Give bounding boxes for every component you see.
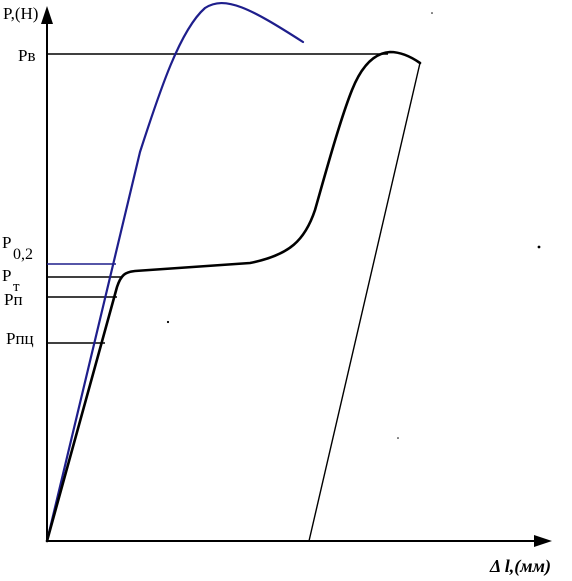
y-axis-label: P,(H) <box>3 4 38 23</box>
pt-label: P т <box>2 266 20 295</box>
svg-text:P: P <box>2 233 11 252</box>
speck <box>537 245 541 249</box>
blue-tension-curve <box>45 1 305 543</box>
svg-text:P: P <box>2 266 11 285</box>
pv-label: Рв <box>18 46 35 65</box>
x-axis-arrow <box>534 535 552 547</box>
x-axis-label: Δ l,(мм) <box>489 556 551 577</box>
speck <box>166 320 170 324</box>
speck <box>431 12 433 14</box>
unloading-line <box>308 62 421 542</box>
speck <box>397 437 399 439</box>
y-axis-arrow <box>41 6 53 24</box>
pp-label: Рп <box>4 290 23 309</box>
p02-label: P 0,2 <box>2 233 33 263</box>
black-tension-curve <box>45 50 422 543</box>
ppc-label: Рпц <box>6 329 34 348</box>
svg-text:т: т <box>13 279 20 295</box>
svg-text:0,2: 0,2 <box>13 246 33 263</box>
